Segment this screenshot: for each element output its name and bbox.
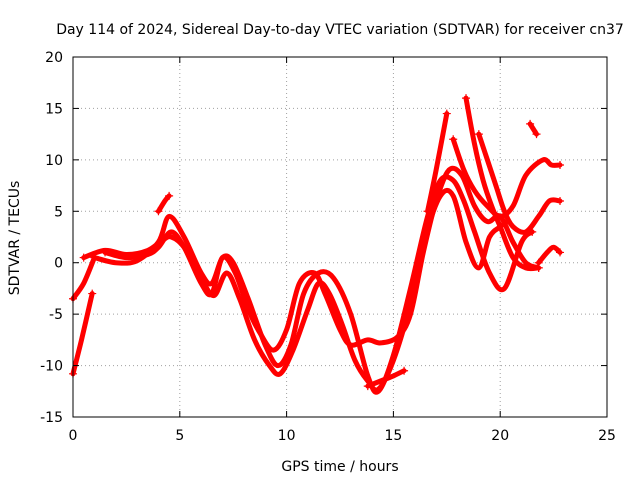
x-tick-label: 25 bbox=[598, 428, 616, 444]
plus-marker bbox=[165, 191, 174, 200]
x-axis-label: GPS time / hours bbox=[281, 459, 398, 475]
y-tick-label: -5 bbox=[49, 307, 63, 323]
x-tick-label: 0 bbox=[69, 428, 78, 444]
series-line bbox=[91, 174, 535, 395]
y-tick-label: 15 bbox=[45, 101, 63, 117]
series-track-9 bbox=[474, 130, 565, 235]
series-line bbox=[536, 244, 563, 266]
y-tick-label: 20 bbox=[45, 50, 63, 66]
plus-marker bbox=[556, 248, 565, 257]
plus-marker bbox=[79, 253, 88, 262]
plus-marker bbox=[101, 248, 110, 257]
plus-marker bbox=[462, 94, 471, 103]
x-tick-label: 20 bbox=[491, 428, 509, 444]
series-track-6 bbox=[423, 109, 451, 216]
series-track-13 bbox=[154, 191, 174, 216]
x-tick-label: 5 bbox=[175, 428, 184, 444]
y-tick-label: 10 bbox=[45, 153, 63, 169]
plus-marker bbox=[363, 382, 372, 391]
series-line bbox=[70, 255, 97, 302]
series-line bbox=[476, 131, 563, 235]
tick-layer: 0 5 10 15 20 25 -15 -10 -5 0 5 10 15 20 bbox=[40, 50, 616, 444]
series-line bbox=[155, 193, 172, 214]
y-tick-label: 0 bbox=[54, 256, 63, 272]
y-tick-label: 5 bbox=[54, 204, 63, 220]
series-track-12 bbox=[363, 366, 409, 391]
series-line bbox=[70, 291, 95, 377]
series-track-10 bbox=[526, 119, 541, 139]
plot-frame bbox=[72, 56, 608, 418]
series-layer bbox=[69, 94, 565, 395]
y-tick-label: -10 bbox=[40, 359, 63, 375]
y-tick-label: -15 bbox=[40, 410, 63, 426]
plus-marker bbox=[90, 253, 99, 262]
chart-title: Day 114 of 2024, Sidereal Day-to-day VTE… bbox=[56, 22, 624, 38]
series-line bbox=[365, 368, 407, 389]
plus-marker bbox=[449, 135, 458, 144]
plus-marker bbox=[526, 119, 535, 128]
series-line bbox=[81, 187, 510, 393]
plus-marker bbox=[442, 109, 451, 118]
x-tick-label: 15 bbox=[384, 428, 402, 444]
plus-marker bbox=[400, 366, 409, 375]
plus-marker bbox=[88, 289, 97, 298]
series-line bbox=[425, 111, 450, 214]
plus-marker bbox=[154, 207, 163, 216]
plus-marker bbox=[534, 258, 543, 267]
plus-marker bbox=[532, 130, 541, 139]
series-track-11 bbox=[534, 244, 565, 267]
plus-marker bbox=[423, 207, 432, 216]
series-line bbox=[102, 165, 542, 353]
x-tick-label: 10 bbox=[278, 428, 296, 444]
y-axis-label: SDTVAR / TECUs bbox=[7, 181, 23, 296]
plus-marker bbox=[556, 197, 565, 205]
plus-marker bbox=[474, 130, 483, 139]
plus-marker bbox=[556, 161, 565, 169]
